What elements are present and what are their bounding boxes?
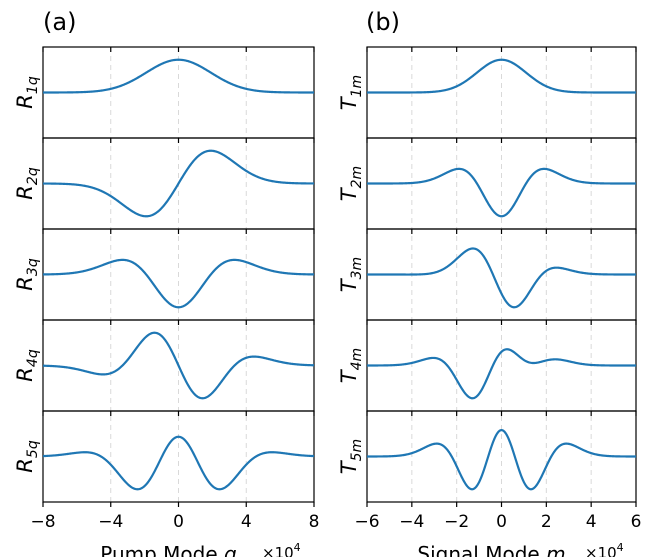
x-tick-label: −2 — [444, 512, 469, 532]
x-axis-multiplier: ×104 — [262, 541, 301, 557]
y-axis-label: R4q — [13, 349, 41, 382]
y-label-main: R — [13, 458, 37, 473]
x-axis-title-text: Pump Mode — [100, 542, 224, 557]
y-label-main: R — [13, 185, 37, 200]
x-axis-title-text: Signal Mode — [417, 542, 546, 557]
subplot-t5m: T5m — [337, 410, 637, 507]
y-label-subscript: 3q — [25, 258, 41, 276]
x-axis-title-var: m — [546, 542, 565, 557]
x-tick-label: 0 — [173, 512, 184, 532]
y-axis-label: R3q — [13, 258, 41, 291]
y-label-subscript: 1m — [349, 75, 365, 98]
y-label-main: T — [337, 368, 361, 383]
series-line — [366, 348, 637, 400]
y-label-subscript: 1q — [25, 76, 41, 94]
x-tick-label: 4 — [241, 512, 252, 532]
x-tick-label: −8 — [30, 512, 55, 532]
y-axis-label: T1m — [337, 75, 365, 110]
panel-label-b: (b) — [366, 8, 400, 36]
series-line — [366, 429, 637, 491]
series-line — [42, 331, 315, 400]
subplot-r4q: R4q — [13, 319, 315, 412]
y-axis-label: T5m — [337, 439, 365, 474]
multiplier-base: ×10 — [262, 544, 294, 557]
y-label-main: T — [337, 95, 361, 110]
subplot-t4m: T4m — [337, 319, 637, 412]
x-axis-multiplier: ×104 — [585, 541, 624, 557]
multiplier-exponent: 4 — [617, 541, 624, 554]
y-axis-label: T3m — [337, 257, 365, 292]
subplot-r5q: R5q — [13, 410, 315, 507]
y-axis-label: R1q — [13, 76, 41, 109]
y-label-main: T — [337, 277, 361, 292]
y-axis-label: R2q — [13, 167, 41, 200]
y-label-subscript: 2q — [25, 167, 41, 185]
x-tick-label: 6 — [631, 512, 642, 532]
subplot-r3q: R3q — [13, 228, 315, 321]
y-label-subscript: 4m — [349, 348, 365, 371]
series-line — [366, 247, 637, 309]
subplot-r1q: R1q — [13, 46, 315, 139]
y-label-main: R — [13, 276, 37, 291]
x-tick-label: 2 — [541, 512, 552, 532]
multiplier-base: ×10 — [585, 544, 617, 557]
y-axis-label: T2m — [337, 166, 365, 201]
x-tick-label: 0 — [496, 512, 507, 532]
subplot-t3m: T3m — [337, 228, 637, 321]
x-axis-title: Signal Mode m — [417, 542, 565, 557]
panel-label-a: (a) — [43, 8, 76, 36]
x-tick-label: −4 — [399, 512, 424, 532]
series-line — [366, 58, 637, 94]
y-label-subscript: 5m — [349, 439, 365, 462]
subplot-t1m: T1m — [337, 46, 637, 139]
y-label-subscript: 4q — [25, 349, 41, 367]
y-label-subscript: 5q — [25, 440, 41, 458]
subplot-r2q: R2q — [13, 137, 315, 230]
y-label-main: R — [13, 367, 37, 382]
subplot-t2m: T2m — [337, 137, 637, 230]
multiplier-exponent: 4 — [294, 541, 301, 554]
series-line — [42, 149, 315, 218]
series-line — [366, 167, 637, 218]
series-line — [42, 435, 315, 491]
x-tick-label: −6 — [354, 512, 379, 532]
x-tick-label: −4 — [98, 512, 123, 532]
y-label-main: T — [337, 186, 361, 201]
x-axis-title-var: q — [224, 542, 237, 557]
y-label-subscript: 3m — [349, 257, 365, 280]
x-axis-title: Pump Mode q — [100, 542, 236, 557]
y-label-subscript: 2m — [349, 166, 365, 189]
y-axis-label: R5q — [13, 440, 41, 473]
y-axis-label: T4m — [337, 348, 365, 383]
x-tick-label: 4 — [586, 512, 597, 532]
y-label-main: T — [337, 459, 361, 474]
series-line — [42, 58, 315, 94]
x-tick-label: 8 — [309, 512, 320, 532]
series-line — [42, 258, 315, 309]
y-label-main: R — [13, 94, 37, 109]
